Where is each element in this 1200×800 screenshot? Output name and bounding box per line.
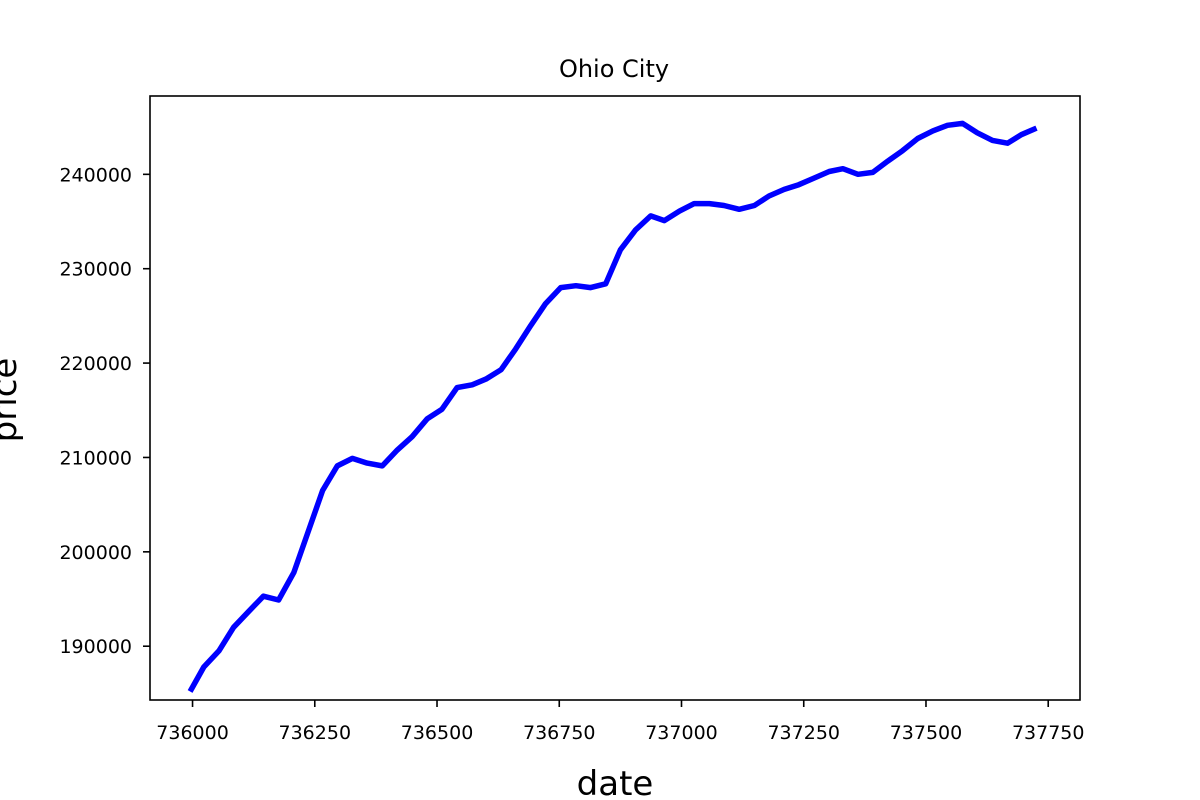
y-axis: 190000 200000 210000 220000 230000 240000 <box>59 164 150 658</box>
x-tick-label: 736250 <box>279 722 352 744</box>
x-tick-label: 737750 <box>1012 722 1085 744</box>
x-tick-label: 736500 <box>401 722 474 744</box>
x-tick-label: 737000 <box>645 722 718 744</box>
y-tick-label: 240000 <box>59 164 132 186</box>
series-layer <box>187 120 1038 693</box>
series-line <box>187 120 1038 693</box>
chart-title: Ohio City <box>559 55 669 83</box>
x-tick-label: 737500 <box>890 722 963 744</box>
x-tick-label: 736750 <box>523 722 596 744</box>
y-tick-label: 200000 <box>59 542 132 564</box>
y-axis-label: price <box>0 358 25 443</box>
y-tick-label: 210000 <box>59 447 132 469</box>
x-tick-label: 737250 <box>767 722 840 744</box>
x-tick-label: 736000 <box>156 722 229 744</box>
y-tick-label: 220000 <box>59 353 132 375</box>
x-axis: 736000 736250 736500 736750 737000 737250 7375… <box>156 700 1084 744</box>
plot-frame <box>149 95 1081 701</box>
x-axis-label: date <box>577 764 654 800</box>
y-tick-label: 230000 <box>59 259 132 281</box>
y-tick-label: 190000 <box>59 636 132 658</box>
